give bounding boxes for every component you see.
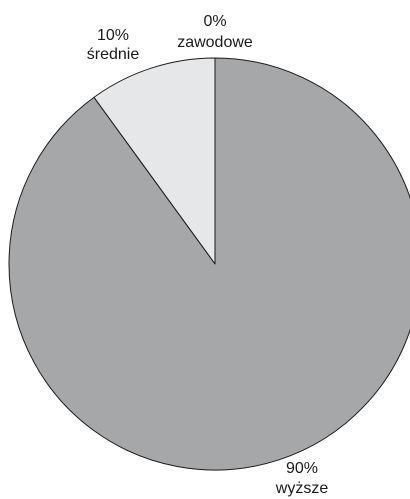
pie-slice-wyzsze (8, 57, 410, 471)
slice-category-label-zawodowe: zawodowe (177, 34, 253, 51)
pie-slices (8, 57, 410, 471)
slice-value-label-wyzsze: 90% (286, 460, 318, 477)
pie-labels: 0% zawodowe 10% średnie 90% wyższe (87, 13, 329, 497)
slice-value-label-zawodowe: 0% (203, 13, 226, 30)
slice-category-label-srednie: średnie (87, 46, 140, 63)
slice-category-label-wyzsze: wyższe (275, 480, 329, 497)
pie-slice-srednie (93, 57, 216, 265)
slice-value-label-srednie: 10% (97, 27, 129, 44)
